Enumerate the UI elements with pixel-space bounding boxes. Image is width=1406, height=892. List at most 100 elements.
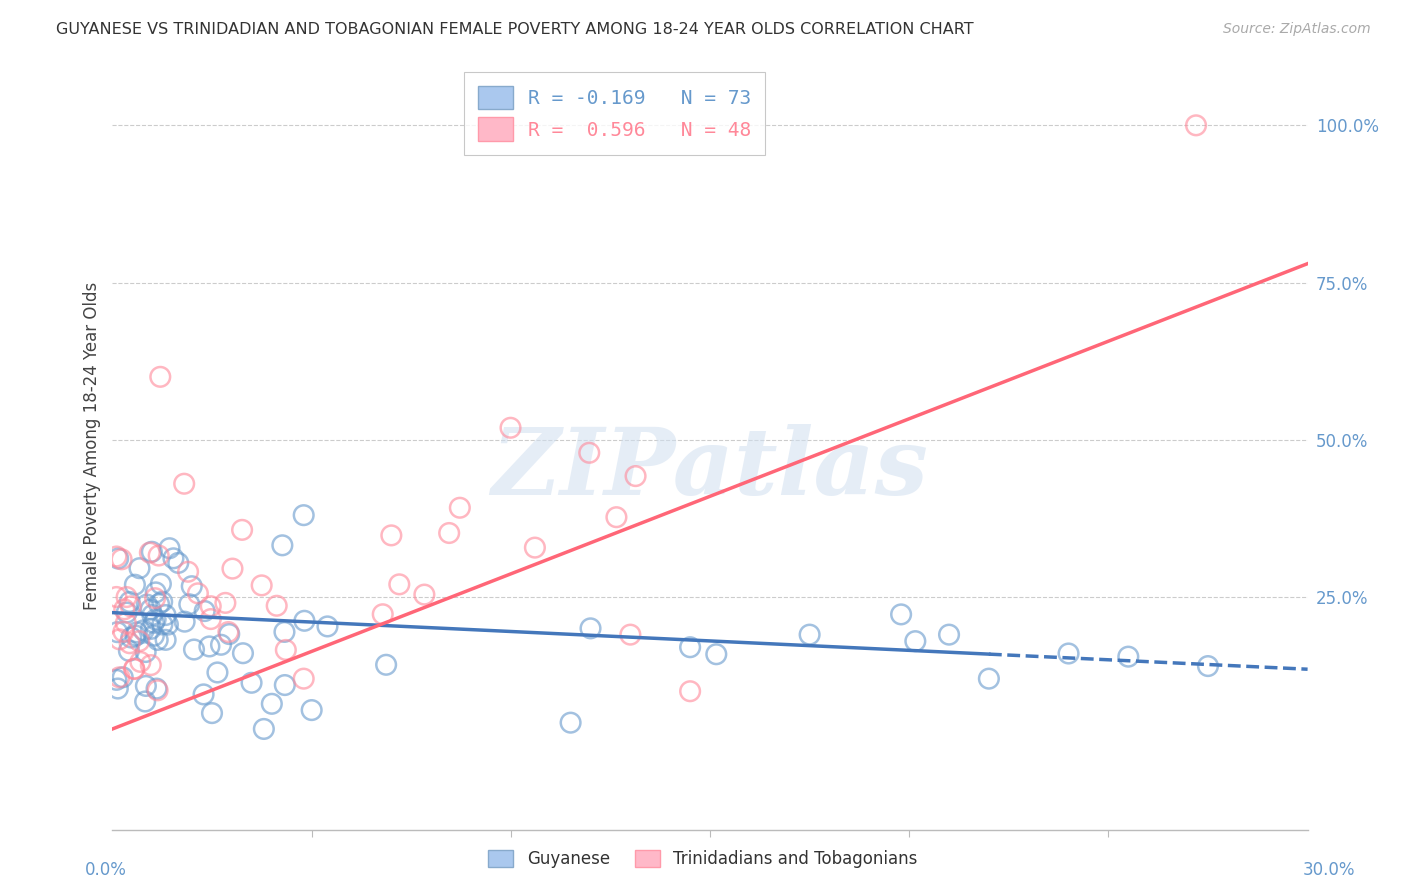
Point: [704, 647, 727, 661]
Point: [139, 622, 162, 636]
Point: [159, 541, 181, 556]
Point: [105, 590, 128, 604]
Point: [120, 599, 142, 614]
Point: [193, 687, 215, 701]
Point: [150, 595, 173, 609]
Point: [209, 638, 232, 652]
Point: [271, 538, 294, 552]
Text: 0.0%: 0.0%: [84, 861, 127, 879]
Point: [118, 595, 141, 609]
Point: [437, 526, 460, 541]
Point: [155, 608, 177, 623]
Legend: R = -0.169   N = 73, R =  0.596   N = 48: R = -0.169 N = 73, R = 0.596 N = 48: [464, 72, 765, 154]
Point: [139, 658, 162, 673]
Point: [110, 552, 132, 566]
Point: [679, 684, 702, 698]
Point: [292, 508, 315, 523]
Point: [214, 596, 236, 610]
Point: [143, 591, 166, 606]
Text: 30.0%: 30.0%: [1302, 861, 1355, 879]
Point: [1057, 647, 1080, 661]
Point: [107, 551, 129, 566]
Point: [273, 624, 295, 639]
Point: [107, 681, 129, 696]
Point: [142, 615, 165, 630]
Point: [449, 500, 471, 515]
Point: [388, 577, 411, 591]
Point: [108, 670, 131, 684]
Point: [624, 469, 647, 483]
Point: [799, 627, 821, 641]
Point: [177, 565, 200, 579]
Point: [1197, 659, 1219, 673]
Legend: Guyanese, Trinidadians and Tobagonians: Guyanese, Trinidadians and Tobagonians: [482, 843, 924, 875]
Point: [179, 597, 201, 611]
Point: [105, 673, 128, 687]
Point: [155, 632, 177, 647]
Point: [142, 629, 165, 643]
Point: [124, 578, 146, 592]
Text: GUYANESE VS TRINIDADIAN AND TOBAGONIAN FEMALE POVERTY AMONG 18-24 YEAR OLDS CORR: GUYANESE VS TRINIDADIAN AND TOBAGONIAN F…: [56, 22, 974, 37]
Point: [221, 561, 243, 575]
Point: [128, 561, 150, 575]
Point: [145, 585, 167, 599]
Point: [499, 421, 522, 435]
Point: [118, 644, 141, 658]
Point: [149, 369, 172, 384]
Point: [371, 607, 394, 622]
Point: [120, 631, 142, 645]
Point: [141, 545, 163, 559]
Point: [207, 665, 229, 680]
Point: [250, 578, 273, 592]
Point: [578, 446, 600, 460]
Point: [316, 619, 339, 633]
Point: [145, 681, 167, 696]
Point: [141, 607, 163, 622]
Point: [135, 645, 157, 659]
Point: [380, 528, 402, 542]
Point: [139, 602, 162, 616]
Point: [135, 598, 157, 612]
Point: [115, 590, 138, 604]
Point: [232, 646, 254, 660]
Text: Source: ZipAtlas.com: Source: ZipAtlas.com: [1223, 22, 1371, 37]
Point: [619, 627, 641, 641]
Point: [560, 715, 582, 730]
Point: [148, 597, 170, 611]
Point: [198, 640, 221, 654]
Point: [200, 612, 222, 626]
Point: [200, 599, 222, 614]
Point: [413, 588, 436, 602]
Point: [112, 624, 135, 639]
Point: [149, 577, 172, 591]
Point: [132, 624, 155, 638]
Point: [890, 607, 912, 622]
Point: [146, 683, 169, 698]
Point: [260, 697, 283, 711]
Point: [1185, 118, 1208, 132]
Point: [292, 672, 315, 686]
Point: [129, 655, 152, 669]
Point: [128, 634, 150, 648]
Point: [105, 549, 128, 564]
Point: [201, 706, 224, 720]
Point: [1118, 649, 1140, 664]
Point: [294, 614, 316, 628]
Point: [105, 625, 128, 640]
Point: [111, 670, 134, 684]
Point: [114, 615, 136, 630]
Point: [145, 612, 167, 626]
Point: [218, 627, 240, 641]
Point: [301, 703, 323, 717]
Point: [124, 662, 146, 676]
Point: [375, 657, 398, 672]
Point: [274, 643, 297, 657]
Point: [187, 586, 209, 600]
Point: [146, 632, 169, 647]
Point: [148, 549, 170, 563]
Point: [679, 640, 702, 655]
Point: [167, 556, 190, 570]
Point: [139, 546, 162, 560]
Point: [134, 694, 156, 708]
Point: [124, 629, 146, 643]
